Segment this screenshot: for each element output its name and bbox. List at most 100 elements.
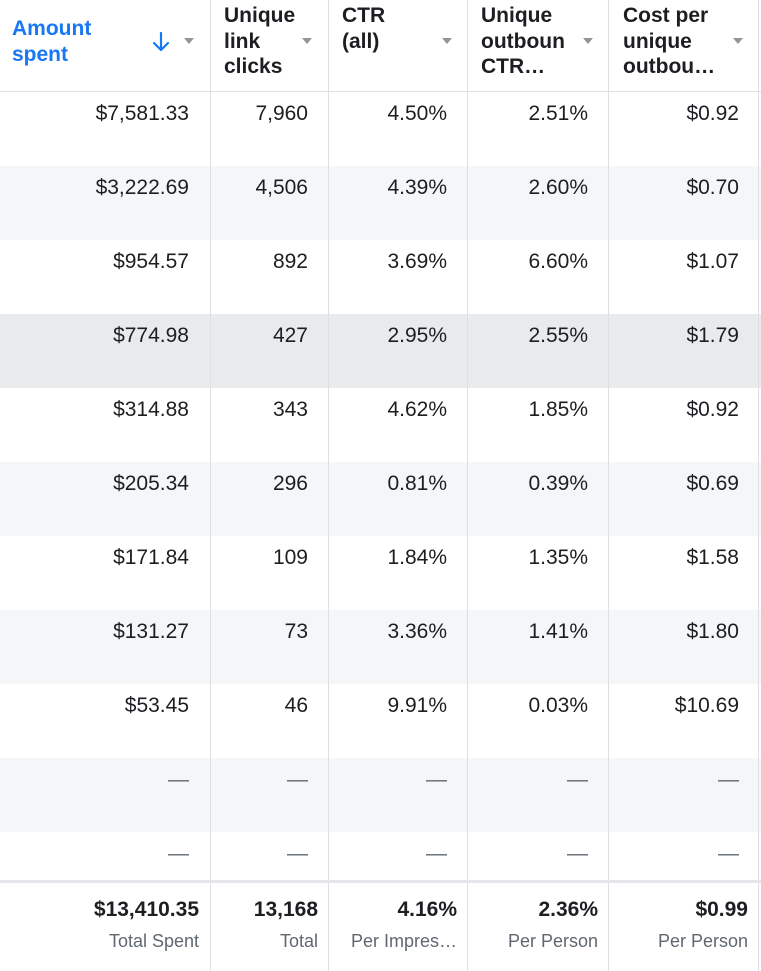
table-row[interactable]: $53.45 46 9.91% 0.03% $10.69: [0, 684, 761, 758]
table-row[interactable]: $314.88 343 4.62% 1.85% $0.92: [0, 388, 761, 462]
table-cell-amount-spent: $774.98: [113, 324, 189, 347]
column-header-amount-spent[interactable]: Amount spent: [0, 0, 210, 91]
total-label: Per Person: [657, 931, 748, 951]
table-row[interactable]: — — — — —: [0, 758, 761, 832]
table-cell-cost-per-unique-outbound: $1.79: [686, 324, 739, 347]
table-row[interactable]: $954.57 892 3.69% 6.60% $1.07: [0, 240, 761, 314]
table-row[interactable]: $774.98 427 2.95% 2.55% $1.79: [0, 314, 761, 388]
total-value: $0.99: [695, 898, 748, 921]
table-cell-unique-link-clicks: 7,960: [255, 102, 308, 125]
total-label: Per Impres…: [350, 931, 457, 951]
table-cell-cost-per-unique-outbound: —: [718, 842, 739, 865]
table-cell-ctr-all: 1.84%: [387, 546, 447, 569]
totals-divider: [0, 880, 761, 883]
arrow-down-icon[interactable]: [151, 30, 171, 54]
total-label: Per Person: [507, 931, 598, 951]
column-divider: [608, 0, 609, 971]
column-header-unique-link-clicks[interactable]: Unique link clicks: [210, 0, 328, 91]
table-cell-unique-link-clicks: 343: [272, 398, 308, 421]
table-cell-unique-outbound-ctr: 0.39%: [528, 472, 588, 495]
column-header-label: CTR (all): [342, 4, 386, 53]
table-cell-ctr-all: —: [426, 842, 447, 865]
column-header-cost-per-unique-outbound[interactable]: Cost per unique outbou…: [609, 0, 761, 91]
table-cell-ctr-all: 4.62%: [387, 398, 447, 421]
table-cell-unique-link-clicks: 427: [272, 324, 308, 347]
table-cell-ctr-all: 9.91%: [387, 694, 447, 717]
total-value: 13,168: [253, 898, 318, 921]
table-row[interactable]: — — — — —: [0, 832, 761, 906]
table-cell-unique-outbound-ctr: —: [567, 842, 588, 865]
table-row[interactable]: $131.27 73 3.36% 1.41% $1.80: [0, 610, 761, 684]
column-header-ctr-all[interactable]: CTR (all): [328, 0, 467, 91]
table-cell-unique-outbound-ctr: 2.55%: [528, 324, 588, 347]
table-cell-amount-spent: $314.88: [113, 398, 189, 421]
table-cell-unique-outbound-ctr: 0.03%: [528, 694, 588, 717]
table-cell-amount-spent: $53.45: [124, 694, 189, 717]
column-divider: [328, 0, 329, 971]
table-row[interactable]: $205.34 296 0.81% 0.39% $0.69: [0, 462, 761, 536]
table-cell-cost-per-unique-outbound: —: [718, 768, 739, 791]
table-cell-cost-per-unique-outbound: $10.69: [674, 694, 739, 717]
table-cell-unique-outbound-ctr: 2.60%: [528, 176, 588, 199]
caret-down-icon[interactable]: [184, 38, 194, 44]
column-divider: [467, 0, 468, 971]
table-cell-unique-link-clicks: 109: [272, 546, 308, 569]
caret-down-icon[interactable]: [583, 38, 593, 44]
table-cell-amount-spent: $171.84: [113, 546, 189, 569]
table-cell-ctr-all: 4.39%: [387, 176, 447, 199]
table-row[interactable]: $7,581.33 7,960 4.50% 2.51% $0.92: [0, 92, 761, 166]
table-row[interactable]: $171.84 109 1.84% 1.35% $1.58: [0, 536, 761, 610]
table-cell-cost-per-unique-outbound: $1.07: [686, 250, 739, 273]
caret-down-icon[interactable]: [442, 38, 452, 44]
table-cell-ctr-all: —: [426, 768, 447, 791]
table-cell-ctr-all: 0.81%: [387, 472, 447, 495]
column-divider: [210, 0, 211, 971]
table-cell-unique-outbound-ctr: 6.60%: [528, 250, 588, 273]
caret-down-icon[interactable]: [302, 38, 312, 44]
table-cell-ctr-all: 3.36%: [387, 620, 447, 643]
header-divider: [0, 91, 761, 92]
column-header-label: Cost per unique outbou…: [623, 4, 716, 78]
total-value: 2.36%: [538, 898, 598, 921]
table-cell-amount-spent: —: [168, 768, 189, 791]
column-header-label: Amount spent: [12, 17, 92, 66]
table-cell-amount-spent: $131.27: [113, 620, 189, 643]
table-cell-unique-outbound-ctr: 1.41%: [528, 620, 588, 643]
table-cell-unique-outbound-ctr: 2.51%: [528, 102, 588, 125]
table-cell-unique-link-clicks: —: [287, 768, 308, 791]
total-value: $13,410.35: [93, 898, 199, 921]
table-cell-amount-spent: $205.34: [113, 472, 189, 495]
table-cell-unique-outbound-ctr: 1.35%: [528, 546, 588, 569]
table-cell-ctr-all: 3.69%: [387, 250, 447, 273]
total-label: Total Spent: [108, 931, 199, 951]
table-cell-unique-outbound-ctr: —: [567, 768, 588, 791]
table-cell-unique-link-clicks: —: [287, 842, 308, 865]
table-cell-unique-link-clicks: 4,506: [255, 176, 308, 199]
table-cell-unique-outbound-ctr: 1.85%: [528, 398, 588, 421]
table-cell-amount-spent: $3,222.69: [95, 176, 189, 199]
caret-down-icon[interactable]: [733, 38, 743, 44]
table-cell-cost-per-unique-outbound: $0.92: [686, 102, 739, 125]
total-label: Total: [279, 931, 318, 951]
table-cell-amount-spent: $7,581.33: [95, 102, 189, 125]
table-cell-cost-per-unique-outbound: $1.80: [686, 620, 739, 643]
table-cell-unique-link-clicks: 46: [284, 694, 308, 717]
table-cell-unique-link-clicks: 892: [272, 250, 308, 273]
table-cell-cost-per-unique-outbound: $0.70: [686, 176, 739, 199]
column-header-label: Unique outboun CTR…: [481, 4, 565, 78]
column-header-label: Unique link clicks: [224, 4, 296, 78]
table-row[interactable]: $3,222.69 4,506 4.39% 2.60% $0.70: [0, 166, 761, 240]
table-cell-unique-link-clicks: 296: [272, 472, 308, 495]
table-cell-cost-per-unique-outbound: $0.92: [686, 398, 739, 421]
table-cell-cost-per-unique-outbound: $0.69: [686, 472, 739, 495]
table-cell-ctr-all: 4.50%: [387, 102, 447, 125]
column-divider: [758, 0, 759, 971]
table-cell-ctr-all: 2.95%: [387, 324, 447, 347]
table-cell-amount-spent: $954.57: [113, 250, 189, 273]
table-cell-unique-link-clicks: 73: [284, 620, 308, 643]
column-header-unique-outbound-ctr[interactable]: Unique outboun CTR…: [467, 0, 609, 91]
total-value: 4.16%: [397, 898, 457, 921]
table-cell-cost-per-unique-outbound: $1.58: [686, 546, 739, 569]
table-cell-amount-spent: —: [168, 842, 189, 865]
